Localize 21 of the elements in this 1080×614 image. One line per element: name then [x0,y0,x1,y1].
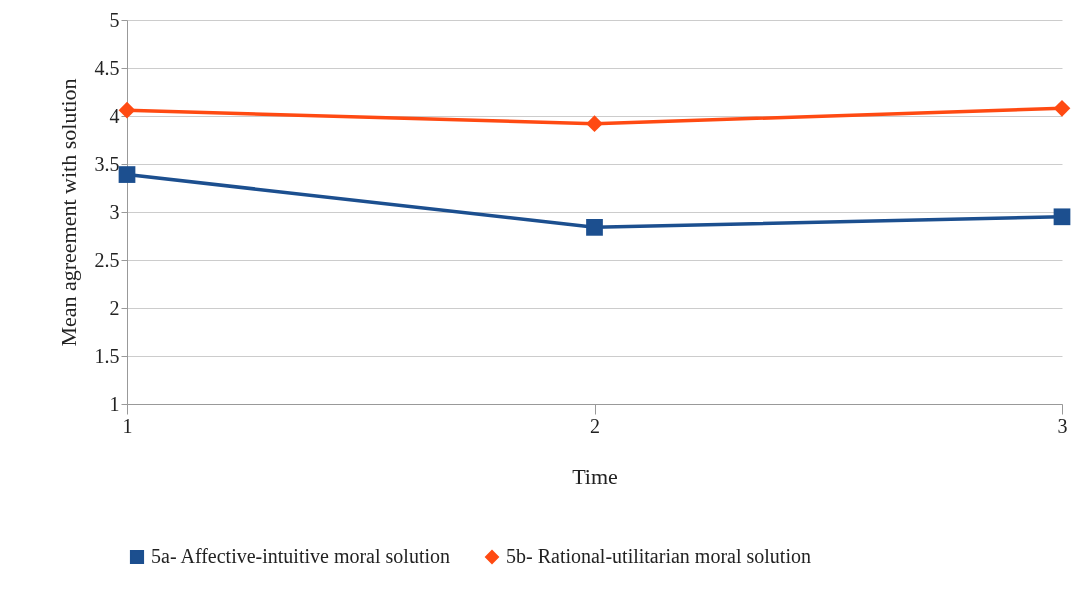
point [586,218,603,236]
legend-label: 5a- Affective-intuitive moral solution [151,545,451,567]
legend-label: 5b- Rational-utilitarian moral solution [506,545,811,567]
y-tick-label: 4 [109,104,120,127]
point [118,101,136,119]
y-tick-label: 2 [109,296,120,319]
point [1053,208,1071,226]
point [586,115,603,133]
y-tick-label: 2.5 [94,248,120,271]
y-tick-label: 4.5 [94,56,120,79]
point [1053,99,1071,117]
point [118,166,136,183]
y-tick-label: 1.5 [94,344,120,367]
y-tick-label: 5 [109,8,120,31]
x-tick-label: 3 [1057,414,1068,437]
x-axis-title: Time [572,463,618,489]
y-tick-label: 3 [109,200,120,223]
y-tick-label: 1 [109,392,120,415]
y-axis-title: Mean agreement with solution [55,78,81,347]
x-tick-label: 2 [590,414,600,437]
y-tick-label: 3.5 [94,152,120,175]
